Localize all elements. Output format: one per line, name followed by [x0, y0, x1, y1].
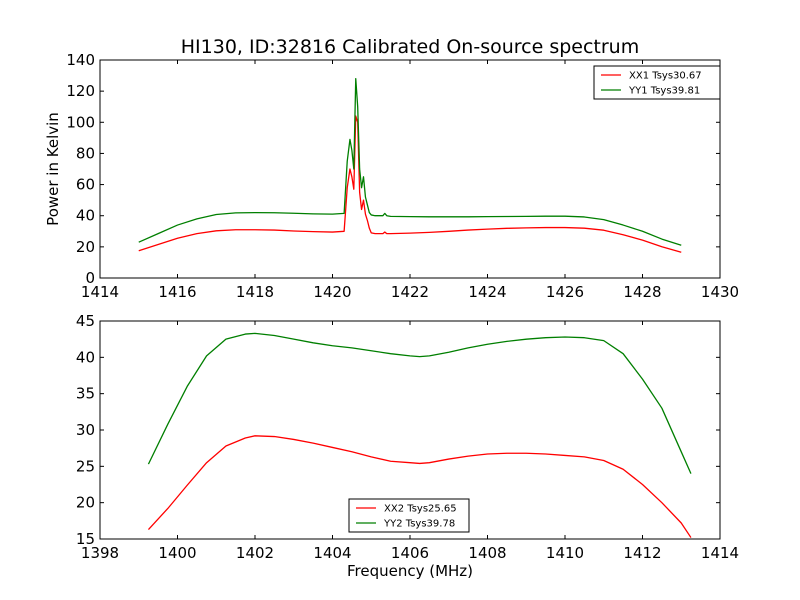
- series-group: [147, 332, 692, 538]
- y-tick-label: 120: [66, 82, 95, 100]
- y-tick-label: 15: [76, 530, 95, 548]
- x-tick-label: 1402: [236, 544, 274, 562]
- x-tick-label: 1428: [623, 283, 661, 301]
- legend-box: [593, 65, 721, 100]
- legend-label-1: XX2 Tsys25.65: [384, 504, 457, 515]
- x-tick-label: 1430: [701, 283, 739, 301]
- y-tick-label: 20: [76, 494, 95, 512]
- y-tick-label: 80: [76, 144, 95, 162]
- y-tick-label: 60: [76, 176, 95, 194]
- x-tick-label: 1420: [313, 283, 351, 301]
- legend: XX1 Tsys30.67 YY1 Tsys39.81: [593, 65, 721, 100]
- y-tick-label: 35: [76, 385, 95, 403]
- y-tick-label: 140: [66, 51, 95, 69]
- series-group: [138, 78, 682, 253]
- x-tick-label: 1400: [158, 544, 196, 562]
- y-tick-label: 20: [76, 238, 95, 256]
- chart-title: HI130, ID:32816 Calibrated On-source spe…: [181, 36, 639, 58]
- y-tick-label: 40: [76, 207, 95, 225]
- bottom-panel: 1398 1400 1402 1404 1406 1408 1410 1412 1414 15 20…: [76, 312, 739, 580]
- top-panel: 1414 1416 1418 1420 1422 1424 1426 1428 1430 0 20 4…: [44, 51, 739, 301]
- x-tick-label: 1418: [236, 283, 274, 301]
- x-tick-label: 1412: [623, 544, 661, 562]
- x-tick-label: 1408: [468, 544, 506, 562]
- legend-box: [348, 498, 470, 533]
- x-tick-label: 1406: [391, 544, 429, 562]
- series-line-2: [147, 332, 692, 474]
- x-tick-label: 1410: [546, 544, 584, 562]
- series-line-1: [138, 115, 682, 253]
- x-tick-label: 1422: [391, 283, 429, 301]
- legend-label-1: XX1 Tsys30.67: [629, 71, 702, 82]
- x-tick-label: 1416: [158, 283, 196, 301]
- y-axis-label: Power in Kelvin: [44, 112, 62, 226]
- series-line-1: [147, 435, 692, 538]
- y-tick-label: 25: [76, 457, 95, 475]
- y-tick-label: 30: [76, 421, 95, 439]
- x-tick-label: 1398: [81, 544, 119, 562]
- legend-label-2: YY2 Tsys39.78: [383, 519, 455, 530]
- y-tick-label: 40: [76, 348, 95, 366]
- y-tick-label: 100: [66, 113, 95, 131]
- x-tick-label: 1426: [546, 283, 584, 301]
- x-tick-label: 1404: [313, 544, 351, 562]
- y-tick-label: 0: [85, 269, 95, 287]
- x-tick-label: 1414: [701, 544, 739, 562]
- series-line-2: [138, 78, 682, 246]
- x-tick-label: 1414: [81, 283, 119, 301]
- y-tick-label: 45: [76, 312, 95, 330]
- x-axis-label: Frequency (MHz): [347, 562, 473, 580]
- x-tick-label: 1424: [468, 283, 506, 301]
- legend: XX2 Tsys25.65 YY2 Tsys39.78: [348, 498, 470, 533]
- legend-label-2: YY1 Tsys39.81: [628, 86, 700, 97]
